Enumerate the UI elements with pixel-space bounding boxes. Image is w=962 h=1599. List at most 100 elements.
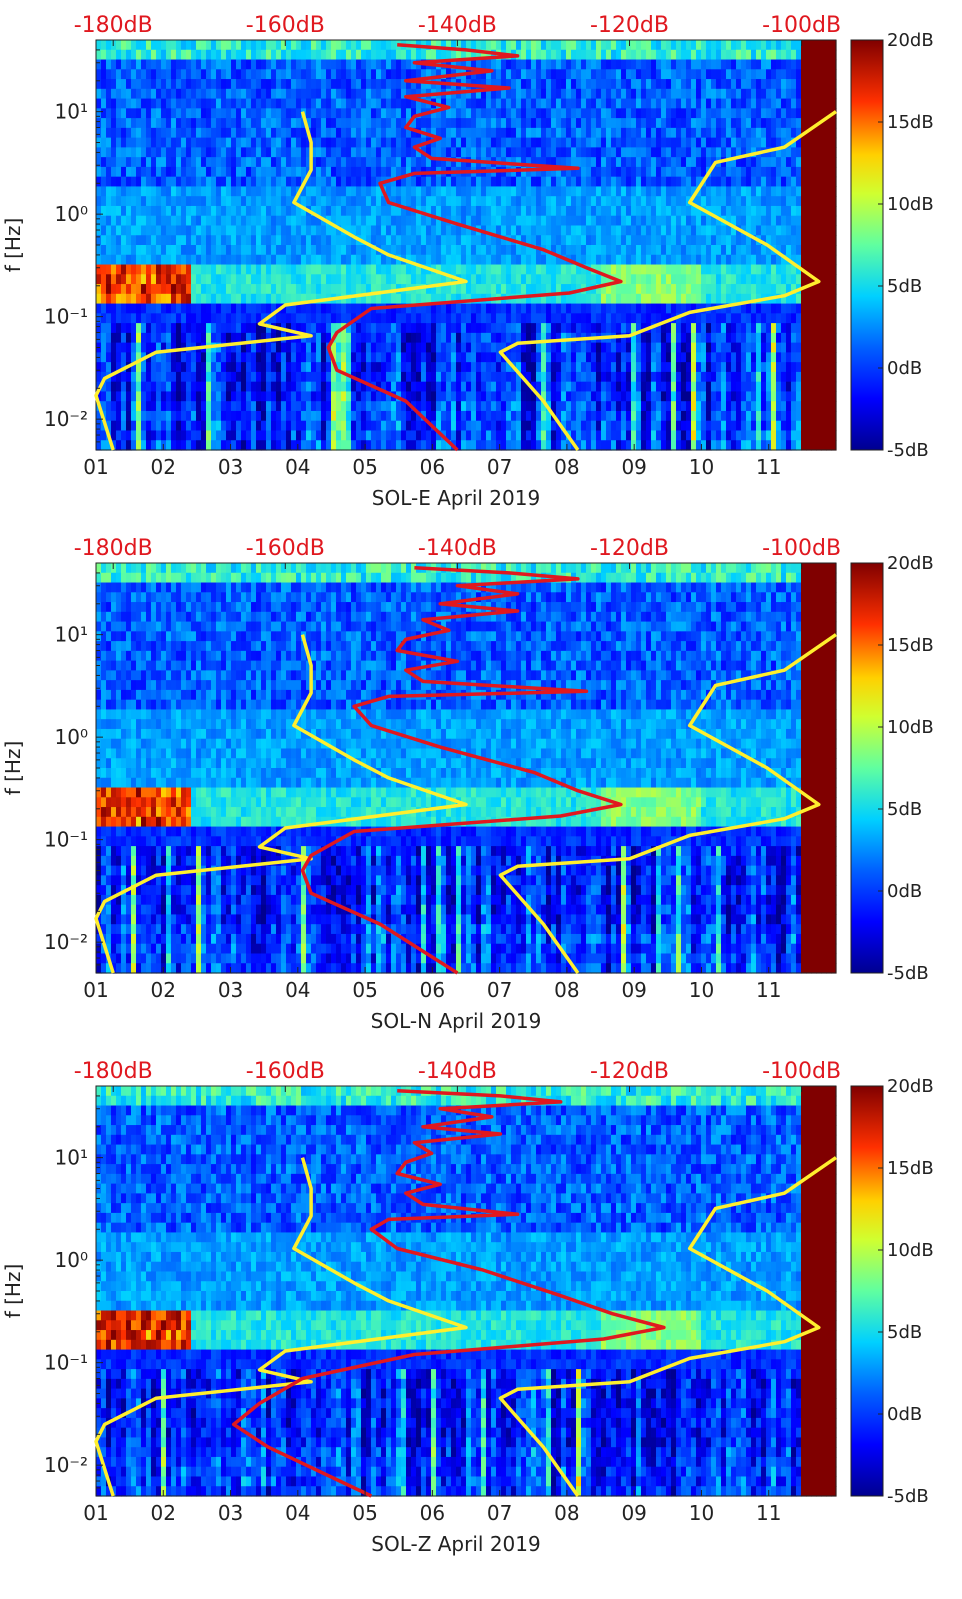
colorbar-tick-label: 5dB: [887, 799, 922, 820]
top-axis-tick-label: -100dB: [762, 1059, 841, 1084]
spectrogram-panel-1: -180dB -160dB -140dB -120dB -100dB 01 02 03 04 05…: [1, 13, 934, 510]
top-axis-tick-label: -180dB: [74, 1059, 153, 1084]
colorbar-tick-label: 20dB: [887, 1076, 934, 1097]
x-axis-tick-label: 07: [487, 1501, 512, 1525]
top-axis-tick-label: -100dB: [762, 13, 841, 38]
x-axis-tick-label: 08: [554, 1501, 579, 1525]
top-axis-tick-label: -180dB: [74, 13, 153, 38]
colorbar-tick-label: 0dB: [887, 358, 922, 379]
x-axis-tick-label: 11: [756, 1501, 781, 1525]
psd-curve-line: [300, 565, 623, 975]
noise-model-low-line: [94, 634, 468, 974]
y-axis-tick-label: 10⁰: [55, 725, 88, 749]
x-axis-tick-label: 03: [218, 1501, 243, 1525]
noise-model-low-line: [94, 1157, 468, 1497]
y-axis-label: f [Hz]: [1, 218, 25, 273]
x-axis-tick-label: 11: [756, 978, 781, 1002]
x-axis-tick-label: 05: [352, 1501, 377, 1525]
top-axis-tick-label: -160dB: [246, 536, 325, 561]
x-axis-tick-label: 07: [487, 455, 512, 479]
colorbar-tick-label: 10dB: [887, 1240, 934, 1261]
spectrogram-panel-3: -180dB -160dB -140dB -120dB -100dB 01 02 03 04 05…: [1, 1059, 934, 1556]
x-axis-tick-label: 04: [285, 455, 310, 479]
psd-curve-line: [326, 42, 623, 452]
y-axis-tick-label: 10¹: [55, 1146, 88, 1170]
colorbar-gradient: [850, 562, 884, 974]
colorbar-tick-label: 5dB: [887, 1322, 922, 1343]
x-axis-tick-label: 05: [352, 978, 377, 1002]
x-axis-tick-label: 01: [83, 455, 108, 479]
colorbar-tick-label: 15dB: [887, 1158, 934, 1179]
colorbar-tick-label: 15dB: [887, 112, 934, 133]
colorbar-tick-label: 10dB: [887, 194, 934, 215]
colorbar-tick-label: 10dB: [887, 717, 934, 738]
x-axis-tick-label: 01: [83, 1501, 108, 1525]
spectrogram-panel-2: -180dB -160dB -140dB -120dB -100dB 01 02 03 04 05…: [1, 536, 934, 1033]
top-axis-tick-label: -120dB: [590, 1059, 669, 1084]
y-axis-tick-label: 10⁻¹: [44, 1351, 88, 1375]
colorbar-tick-label: -5dB: [887, 1486, 929, 1507]
spectrogram-image: [96, 40, 837, 451]
top-axis-tick-label: -120dB: [590, 536, 669, 561]
colorbar: 20dB 15dB 10dB 5dB 0dB -5dB: [850, 30, 934, 461]
x-axis-label: SOL-E April 2019: [372, 486, 540, 510]
x-axis-tick-label: 09: [621, 455, 646, 479]
colorbar-tick-label: 15dB: [887, 635, 934, 656]
x-axis-tick-label: 10: [689, 455, 714, 479]
colorbar-gradient: [850, 1085, 884, 1497]
x-axis-tick-label: 11: [756, 455, 781, 479]
x-axis-tick-label: 10: [689, 978, 714, 1002]
x-axis-tick-label: 02: [151, 978, 176, 1002]
x-axis-tick-label: 09: [621, 1501, 646, 1525]
colorbar-tick-label: 20dB: [887, 553, 934, 574]
colorbar-tick-label: 0dB: [887, 881, 922, 902]
x-axis-tick-label: 08: [554, 978, 579, 1002]
colorbar-gradient: [850, 39, 884, 451]
x-axis-tick-label: 09: [621, 978, 646, 1002]
y-axis-tick-label: 10¹: [55, 100, 88, 124]
colorbar: 20dB 15dB 10dB 5dB 0dB -5dB: [850, 553, 934, 984]
y-axis-tick-label: 10⁰: [55, 1248, 88, 1272]
top-axis-tick-label: -140dB: [418, 1059, 497, 1084]
x-axis-tick-label: 03: [218, 455, 243, 479]
y-axis-tick-label: 10⁻¹: [44, 828, 88, 852]
top-axis-tick-label: -160dB: [246, 13, 325, 38]
y-axis-tick-label: 10⁻²: [44, 930, 88, 954]
x-axis-tick-label: 06: [420, 978, 445, 1002]
x-axis-tick-label: 03: [218, 978, 243, 1002]
top-axis-tick-label: -140dB: [418, 13, 497, 38]
top-axis-tick-label: -100dB: [762, 536, 841, 561]
spectrogram-image: [96, 563, 837, 974]
colorbar: 20dB 15dB 10dB 5dB 0dB -5dB: [850, 1076, 934, 1507]
top-axis-tick-label: -160dB: [246, 1059, 325, 1084]
colorbar-tick-label: 0dB: [887, 1404, 922, 1425]
top-axis-tick-label: -140dB: [418, 536, 497, 561]
x-axis-tick-label: 08: [554, 455, 579, 479]
x-axis-tick-label: 07: [487, 978, 512, 1002]
psd-curve-line: [231, 1088, 666, 1498]
x-axis-tick-label: 04: [285, 1501, 310, 1525]
x-axis-tick-label: 04: [285, 978, 310, 1002]
colorbar-tick-label: -5dB: [887, 963, 929, 984]
y-axis-tick-label: 10⁻²: [44, 1453, 88, 1477]
x-axis-tick-label: 06: [420, 1501, 445, 1525]
x-axis-tick-label: 02: [151, 455, 176, 479]
top-axis-tick-label: -120dB: [590, 13, 669, 38]
y-axis-tick-label: 10⁰: [55, 202, 88, 226]
y-axis-label: f [Hz]: [1, 741, 25, 796]
x-axis-tick-label: 01: [83, 978, 108, 1002]
y-axis-tick-label: 10¹: [55, 623, 88, 647]
top-axis-tick-label: -180dB: [74, 536, 153, 561]
noise-model-high-line: [498, 633, 837, 975]
y-axis-tick-label: 10⁻¹: [44, 305, 88, 329]
x-axis-tick-label: 02: [151, 1501, 176, 1525]
y-axis-tick-label: 10⁻²: [44, 407, 88, 431]
spectrogram-image: [96, 1086, 837, 1497]
colorbar-tick-label: 5dB: [887, 276, 922, 297]
colorbar-tick-label: 20dB: [887, 30, 934, 51]
noise-model-high-line: [498, 110, 837, 452]
x-axis-tick-label: 05: [352, 455, 377, 479]
x-axis-label: SOL-N April 2019: [371, 1009, 542, 1033]
y-axis-label: f [Hz]: [1, 1264, 25, 1319]
